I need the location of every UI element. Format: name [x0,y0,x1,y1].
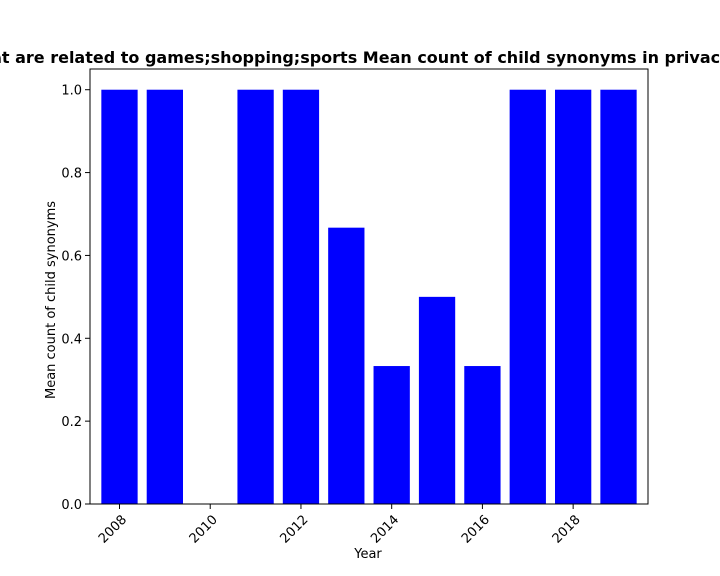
y-tick-label-2: 0.4 [61,332,82,347]
x-tick-label-2010: 2010 [187,513,221,547]
x-tick-label-2014: 2014 [368,513,402,547]
x-axis-label: Year [353,547,382,562]
bar-2011 [237,89,274,504]
y-tick-label-1: 0.2 [61,415,82,430]
bar-2018 [555,89,592,504]
y-axis-label: Mean count of child synonyms [44,201,59,399]
plot-frame [89,68,649,505]
y-tick-label-5: 1.0 [61,84,82,99]
bar-2009 [146,89,183,504]
bar-2013 [328,227,365,504]
bar-2019 [600,89,637,504]
y-tick-label-4: 0.8 [61,167,82,182]
x-tick-label-2012: 2012 [277,513,311,547]
y-tick-label-0: 0.0 [61,498,82,513]
bar-2016 [464,366,501,504]
x-tick-label-2008: 2008 [96,513,130,547]
bar-2012 [282,89,320,504]
bar-2014 [373,366,410,504]
plot-area: 2008 2010 2012 2014 2016 2018 0.0 0.2 0.4 0.6 0.8 1… [61,68,649,547]
x-tick-label-2018: 2018 [550,513,584,547]
bar-2008 [101,89,138,504]
bar-2017 [509,89,546,504]
chart-title: Mean count of child synonyms in privacy … [0,48,720,67]
bar-2015 [418,296,456,504]
x-tick-label-2016: 2016 [459,513,493,547]
y-tick-label-3: 0.6 [61,249,82,264]
